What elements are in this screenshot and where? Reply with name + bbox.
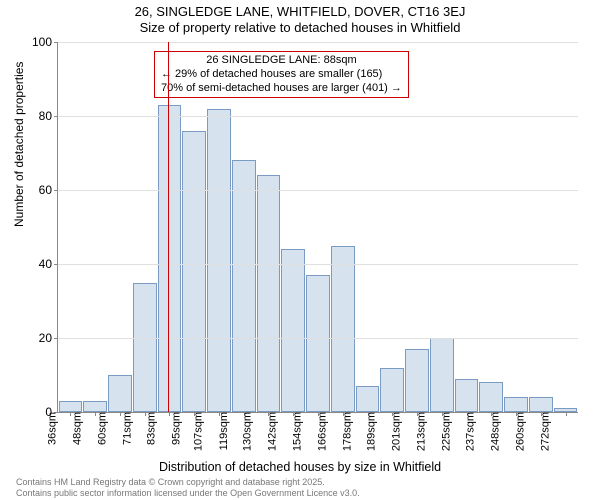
annotation-line1: 26 SINGLEDGE LANE: 88sqm (161, 54, 402, 68)
histogram-bar (232, 160, 256, 412)
histogram-bar (306, 275, 330, 412)
histogram-bar (356, 386, 380, 412)
histogram-bar (455, 379, 479, 412)
title-subtitle: Size of property relative to detached ho… (0, 19, 600, 35)
footer-line1: Contains HM Land Registry data © Crown c… (16, 477, 360, 487)
histogram-bar (281, 249, 305, 412)
y-tick-label: 60 (39, 183, 58, 197)
gridline (58, 190, 578, 191)
histogram-bar (430, 338, 454, 412)
x-tick-label: 71sqm (121, 412, 133, 445)
gridline (58, 116, 578, 117)
plot-area: 26 SINGLEDGE LANE: 88sqm ← 29% of detach… (58, 42, 578, 412)
histogram-bar (133, 283, 157, 413)
x-tick-label: 260sqm (514, 412, 526, 451)
gridline (58, 338, 578, 339)
x-tick-label: 142sqm (267, 412, 279, 451)
histogram-bar (257, 175, 281, 412)
x-tick-label: 83sqm (146, 412, 158, 445)
footer-credits: Contains HM Land Registry data © Crown c… (16, 477, 360, 498)
histogram-bar (529, 397, 553, 412)
x-tick-label: 60sqm (96, 412, 108, 445)
annotation-box: 26 SINGLEDGE LANE: 88sqm ← 29% of detach… (154, 51, 409, 98)
histogram-bar (83, 401, 107, 412)
x-tick-label: 213sqm (415, 412, 427, 451)
x-tick-label: 95sqm (171, 412, 183, 445)
gridline (58, 264, 578, 265)
histogram-bar (207, 109, 231, 412)
x-tick-label: 225sqm (440, 412, 452, 451)
y-tick-label: 100 (32, 35, 58, 49)
y-axis-label: Number of detached properties (12, 62, 26, 227)
y-tick-label: 20 (39, 331, 58, 345)
x-tick-label: 154sqm (291, 412, 303, 451)
histogram-bar (108, 375, 132, 412)
y-tick-label: 80 (39, 109, 58, 123)
histogram-bar (182, 131, 206, 412)
annotation-line3: 70% of semi-detached houses are larger (… (161, 82, 402, 96)
histogram-bar (59, 401, 83, 412)
x-tick-label: 272sqm (539, 412, 551, 451)
reference-line (168, 42, 169, 412)
plot-inner: 26 SINGLEDGE LANE: 88sqm ← 29% of detach… (58, 42, 578, 412)
x-tick-label: 237sqm (465, 412, 477, 451)
histogram-bar (479, 382, 503, 412)
x-tick-label: 107sqm (192, 412, 204, 451)
x-tick-label: 189sqm (366, 412, 378, 451)
x-tick-label: 248sqm (490, 412, 502, 451)
histogram-bar (405, 349, 429, 412)
x-tick-label: 201sqm (390, 412, 402, 451)
x-tick-label: 178sqm (341, 412, 353, 451)
x-tick-label: 130sqm (242, 412, 254, 451)
footer-line2: Contains public sector information licen… (16, 488, 360, 498)
x-axis-label: Distribution of detached houses by size … (0, 460, 600, 474)
annotation-line2: ← 29% of detached houses are smaller (16… (161, 68, 402, 82)
x-tick-label: 166sqm (316, 412, 328, 451)
x-tick-label: 119sqm (218, 412, 230, 450)
gridline (58, 42, 578, 43)
histogram-bar (380, 368, 404, 412)
histogram-bar (504, 397, 528, 412)
chart-container: 26, SINGLEDGE LANE, WHITFIELD, DOVER, CT… (0, 0, 600, 500)
x-tick-mark (566, 412, 567, 416)
histogram-bar (331, 246, 355, 413)
x-tick-label: 36sqm (47, 412, 59, 445)
histogram-bar (158, 105, 182, 412)
title-address: 26, SINGLEDGE LANE, WHITFIELD, DOVER, CT… (0, 0, 600, 19)
y-tick-label: 40 (39, 257, 58, 271)
x-tick-label: 48sqm (72, 412, 84, 445)
